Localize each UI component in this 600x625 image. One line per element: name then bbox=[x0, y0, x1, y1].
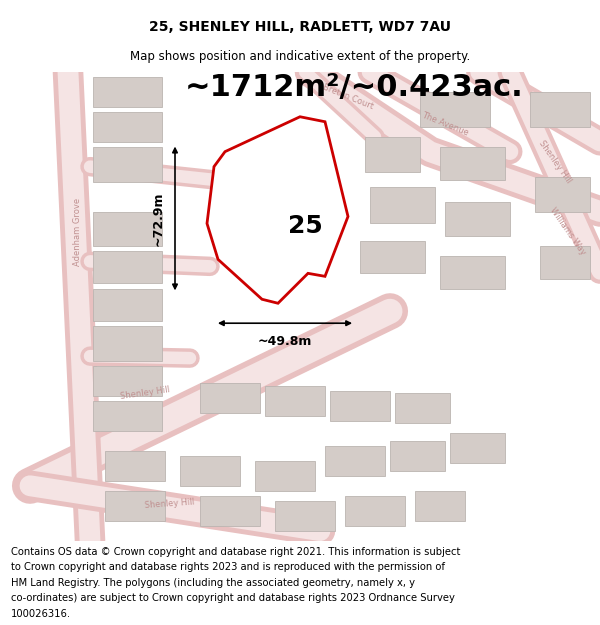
Polygon shape bbox=[93, 251, 162, 283]
Text: Breton Court: Breton Court bbox=[321, 82, 375, 111]
Polygon shape bbox=[370, 187, 435, 224]
Polygon shape bbox=[93, 77, 162, 107]
Polygon shape bbox=[445, 201, 510, 236]
Text: co-ordinates) are subject to Crown copyright and database rights 2023 Ordnance S: co-ordinates) are subject to Crown copyr… bbox=[11, 593, 455, 603]
Polygon shape bbox=[530, 92, 590, 127]
Polygon shape bbox=[275, 501, 335, 531]
Text: Williams Way: Williams Way bbox=[548, 206, 587, 257]
Polygon shape bbox=[360, 241, 425, 273]
Polygon shape bbox=[93, 326, 162, 361]
Polygon shape bbox=[93, 147, 162, 182]
Text: Map shows position and indicative extent of the property.: Map shows position and indicative extent… bbox=[130, 50, 470, 63]
Text: HM Land Registry. The polygons (including the associated geometry, namely x, y: HM Land Registry. The polygons (includin… bbox=[11, 578, 415, 587]
Text: 25: 25 bbox=[287, 214, 322, 239]
Polygon shape bbox=[365, 137, 420, 172]
Polygon shape bbox=[440, 256, 505, 289]
Text: Shenley Hill: Shenley Hill bbox=[145, 498, 195, 510]
Polygon shape bbox=[105, 491, 165, 521]
Polygon shape bbox=[415, 491, 465, 521]
Polygon shape bbox=[200, 496, 260, 526]
Polygon shape bbox=[265, 386, 325, 416]
Polygon shape bbox=[540, 246, 590, 279]
Polygon shape bbox=[93, 289, 162, 321]
Text: ~1712m²/~0.423ac.: ~1712m²/~0.423ac. bbox=[185, 72, 524, 102]
Polygon shape bbox=[395, 393, 450, 423]
Polygon shape bbox=[450, 433, 505, 463]
Polygon shape bbox=[105, 451, 165, 481]
Polygon shape bbox=[93, 366, 162, 396]
Polygon shape bbox=[93, 112, 162, 142]
Text: Adenham Grove: Adenham Grove bbox=[74, 198, 83, 266]
Text: The Avenue: The Avenue bbox=[420, 110, 470, 138]
Polygon shape bbox=[440, 147, 505, 179]
Text: ~72.9m: ~72.9m bbox=[152, 191, 165, 246]
Text: Shenley Hill: Shenley Hill bbox=[119, 385, 170, 401]
Polygon shape bbox=[93, 211, 162, 246]
Polygon shape bbox=[255, 461, 315, 491]
Polygon shape bbox=[390, 441, 445, 471]
Text: Contains OS data © Crown copyright and database right 2021. This information is : Contains OS data © Crown copyright and d… bbox=[11, 546, 460, 556]
Text: to Crown copyright and database rights 2023 and is reproduced with the permissio: to Crown copyright and database rights 2… bbox=[11, 562, 445, 572]
Polygon shape bbox=[207, 117, 348, 303]
Text: Shenley Hill: Shenley Hill bbox=[537, 139, 573, 185]
Polygon shape bbox=[535, 177, 590, 211]
Polygon shape bbox=[420, 92, 490, 127]
Text: 100026316.: 100026316. bbox=[11, 609, 71, 619]
Polygon shape bbox=[200, 383, 260, 413]
Text: ~49.8m: ~49.8m bbox=[258, 335, 312, 348]
Polygon shape bbox=[325, 446, 385, 476]
Polygon shape bbox=[93, 401, 162, 431]
Polygon shape bbox=[180, 456, 240, 486]
Polygon shape bbox=[330, 391, 390, 421]
Polygon shape bbox=[345, 496, 405, 526]
Text: 25, SHENLEY HILL, RADLETT, WD7 7AU: 25, SHENLEY HILL, RADLETT, WD7 7AU bbox=[149, 20, 451, 34]
